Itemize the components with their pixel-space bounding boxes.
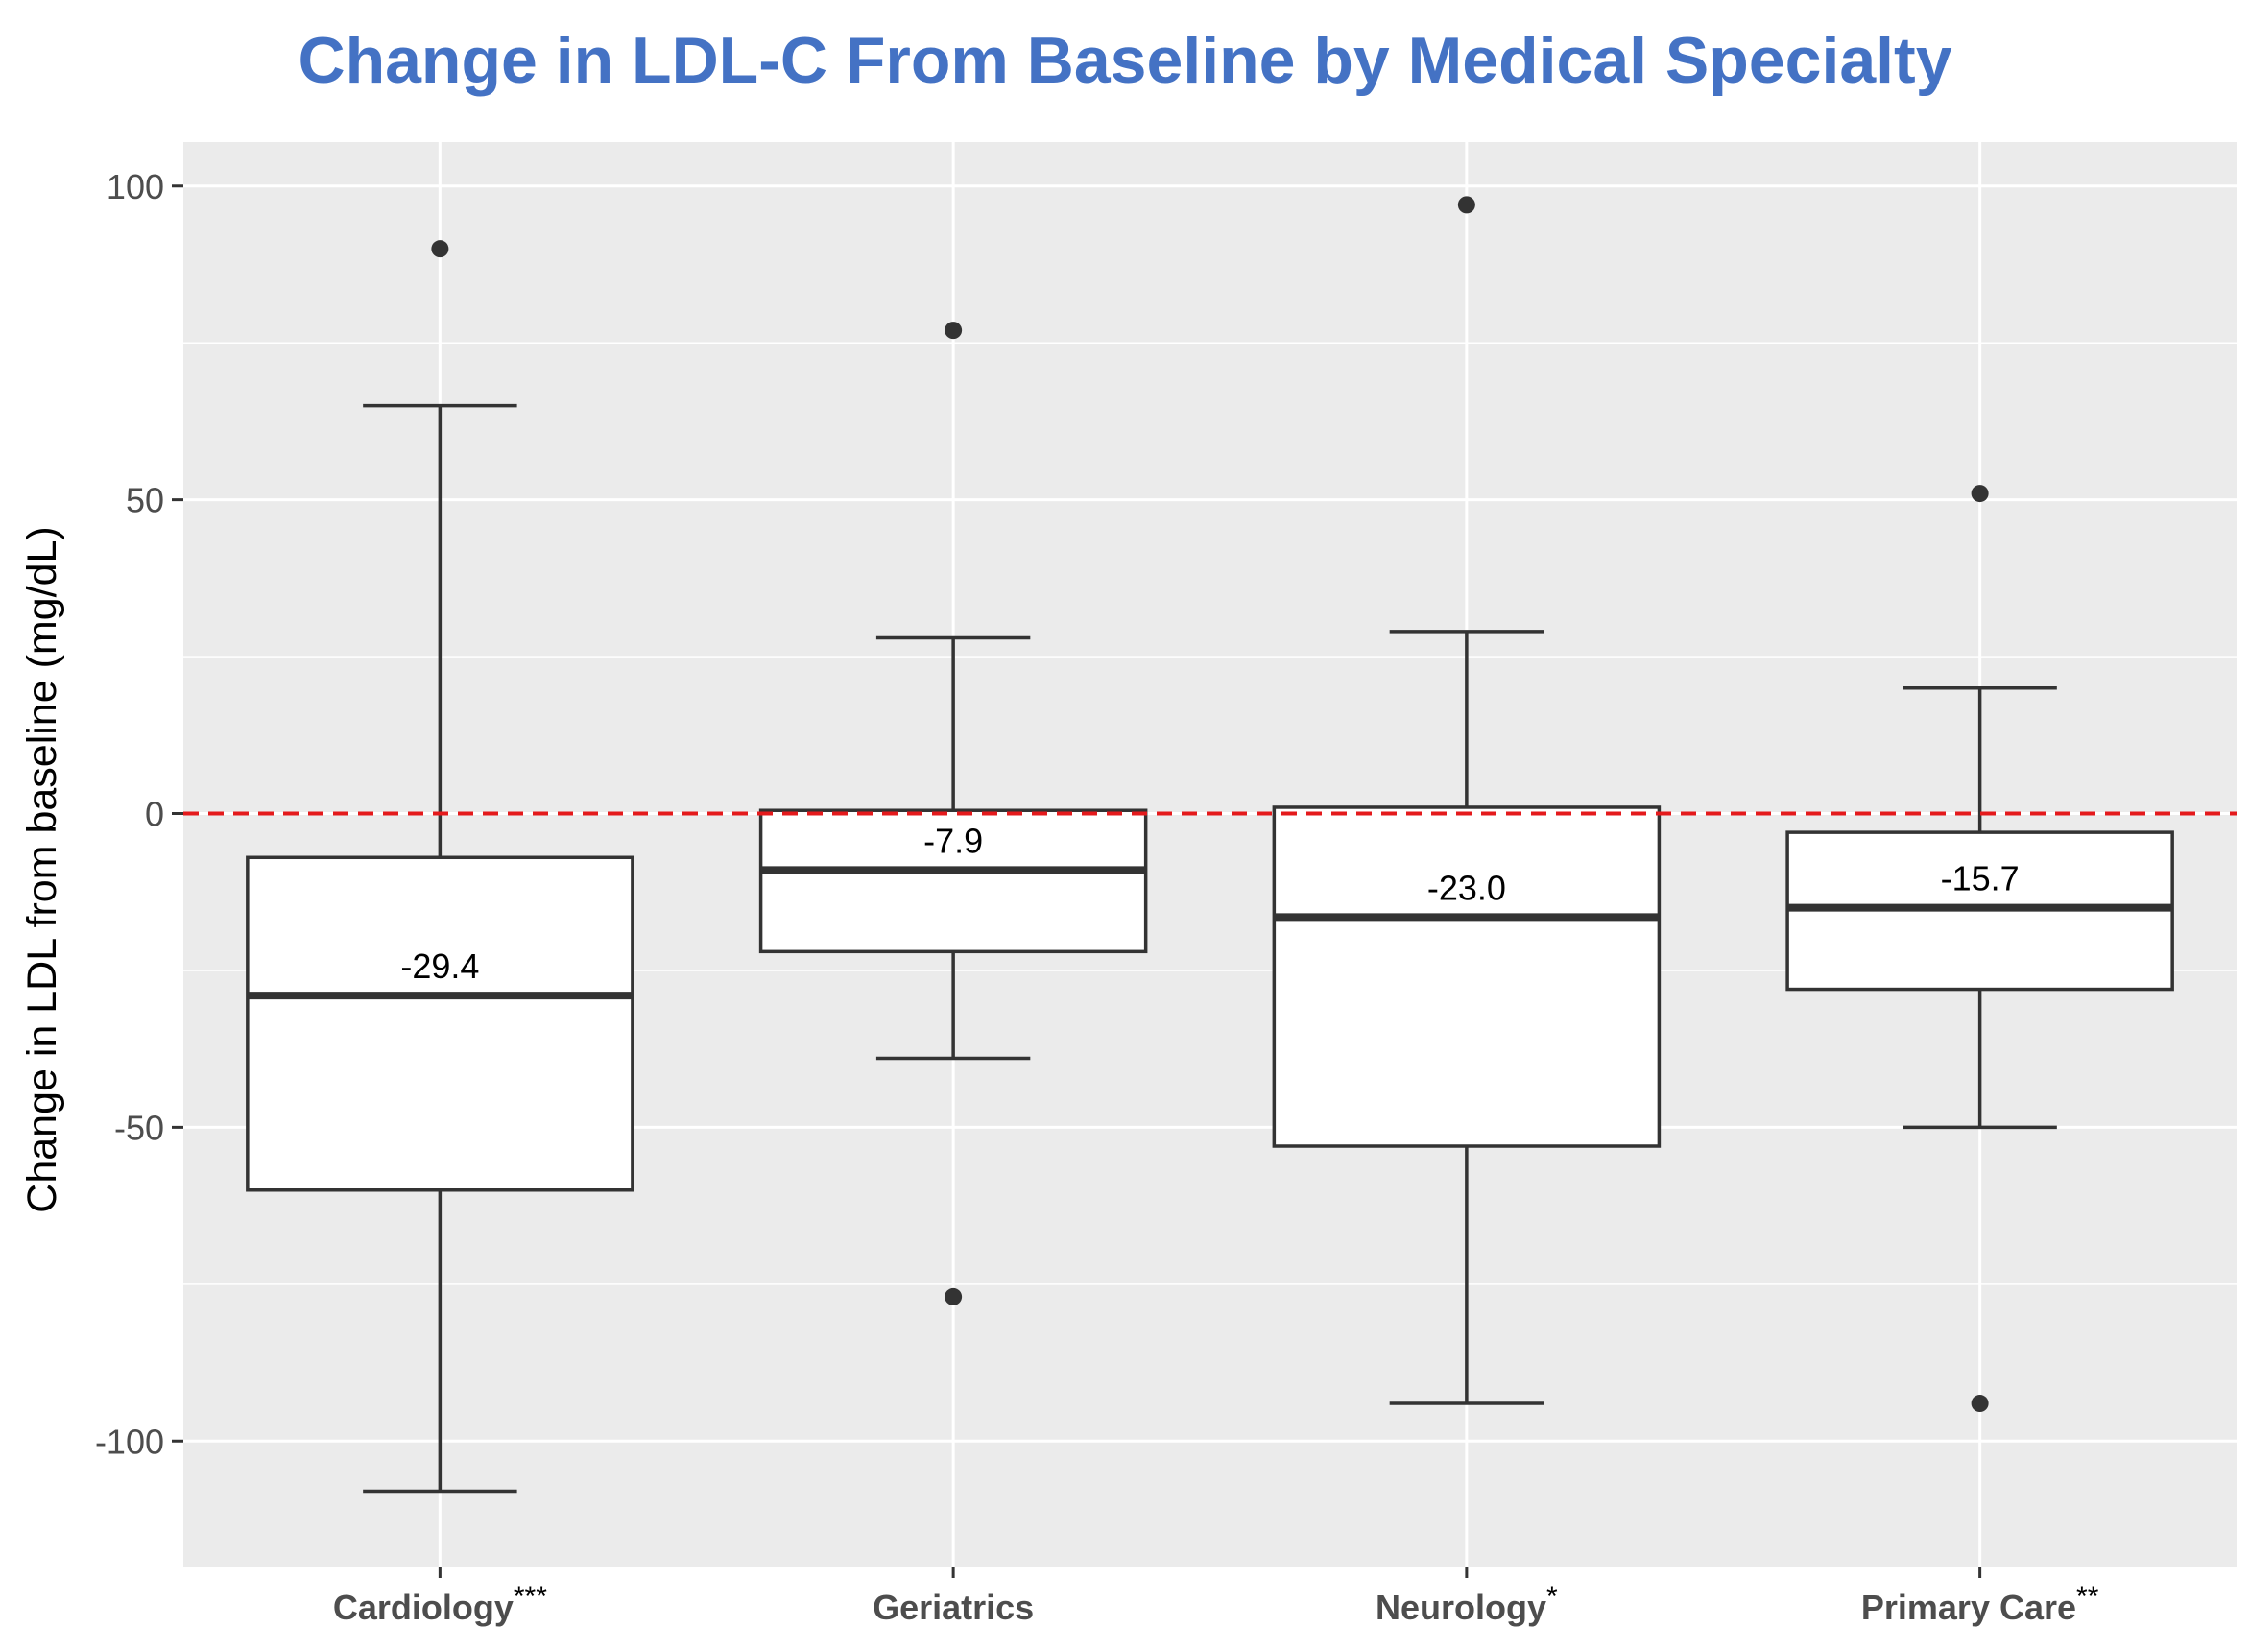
box-primary-care: -15.7 [1785,485,2174,1413]
y-tick-label: 50 [126,481,164,520]
x-tick-label: Geriatrics [873,1588,1034,1627]
y-axis-label: Change in LDL from baseline (mg/dL) [19,526,65,1212]
box-geriatrics: -7.9 [758,322,1148,1305]
box-neurology: -23.0 [1272,196,1662,1405]
y-tick-label: 0 [145,795,164,834]
box-cardiology: -29.4 [246,240,634,1494]
chart-title: Change in LDL-C From Baseline by Medical… [298,24,1951,97]
median-label: -7.9 [923,821,983,860]
outlier-point [945,322,963,340]
y-tick-label: 100 [107,167,164,206]
median-label: -15.7 [1941,859,2020,898]
box-body [246,855,634,1192]
x-tick-label: Primary Care** [1861,1581,2099,1627]
outlier-point [945,1287,963,1305]
median-label: -29.4 [400,946,479,986]
outlier-point [1971,485,1989,503]
box-body [758,808,1148,954]
median-label: -23.0 [1427,868,1506,907]
outlier-point [1457,196,1475,214]
x-tick-label: Cardiology*** [333,1581,547,1627]
x-tick-label: Neurology* [1376,1581,1558,1627]
plot-layer: 100 50 0 -50 -100 -29.4 -7.9 -23.0 -15.7 Cardiolo… [95,142,2237,1627]
outlier-point [1971,1395,1989,1413]
outlier-point [431,240,449,258]
box-body [1272,805,1662,1148]
y-tick-label: -50 [114,1108,164,1147]
y-tick-label: -100 [95,1422,164,1461]
